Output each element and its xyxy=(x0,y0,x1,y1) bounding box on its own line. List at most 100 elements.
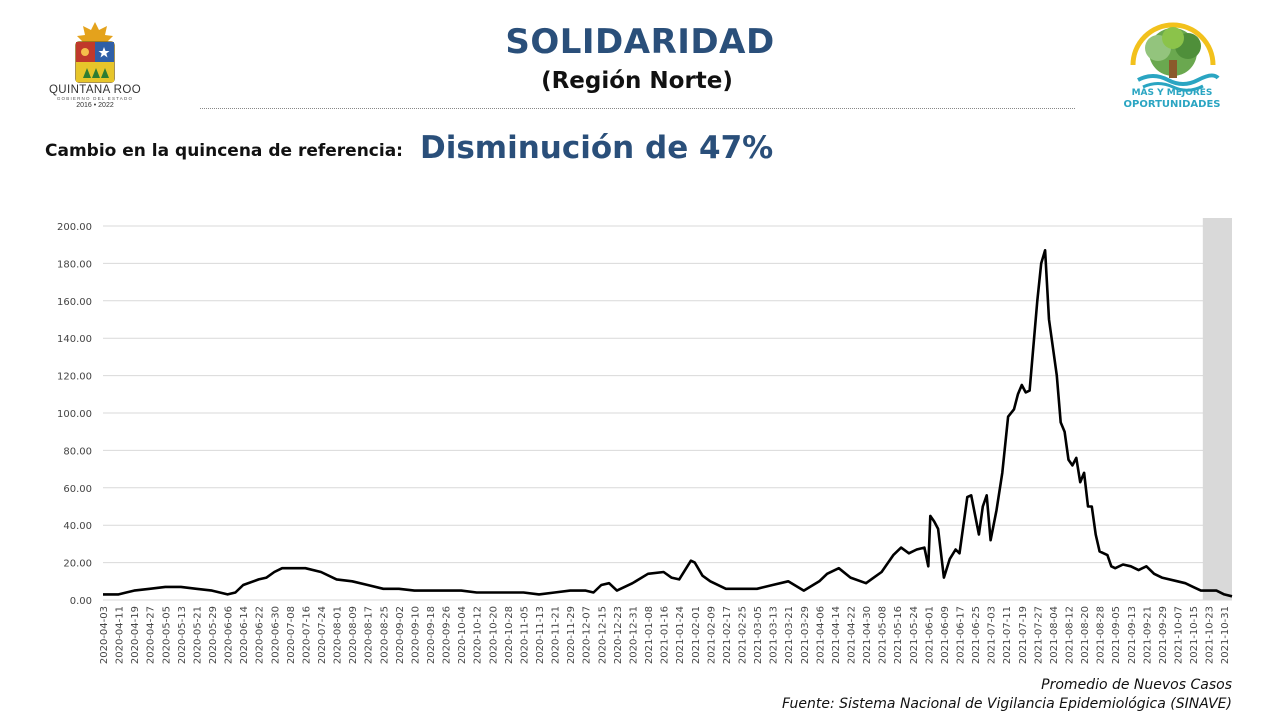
shaded-period xyxy=(1202,218,1232,600)
x-tick-label: 2021-06-09 xyxy=(940,606,951,664)
x-tick-label: 2020-05-21 xyxy=(192,606,203,664)
x-tick-label: 2021-10-07 xyxy=(1173,606,1184,664)
x-tick-label: 2021-09-29 xyxy=(1158,606,1169,664)
x-tick-label: 2020-10-12 xyxy=(473,606,484,664)
x-tick-label: 2020-12-07 xyxy=(582,606,593,664)
x-tick-label: 2021-01-16 xyxy=(660,606,671,664)
x-tick-label: 2021-10-15 xyxy=(1189,606,1200,664)
x-tick-label: 2020-07-24 xyxy=(317,606,328,664)
x-tick-label: 2021-05-08 xyxy=(878,606,889,664)
x-tick-label: 2020-11-21 xyxy=(551,606,562,664)
source-note: Fuente: Sistema Nacional de Vigilancia E… xyxy=(782,696,1232,712)
x-tick-label: 2020-07-08 xyxy=(286,606,297,664)
x-tick-label: 2021-09-13 xyxy=(1127,606,1138,664)
reference-value: Disminución de 47% xyxy=(420,130,774,166)
page-subtitle: (Región Norte) xyxy=(541,68,733,94)
x-tick-label: 2020-09-10 xyxy=(410,606,421,664)
series-line xyxy=(103,249,1233,598)
x-tick-label: 2020-09-18 xyxy=(426,606,437,664)
x-tick-label: 2020-12-23 xyxy=(613,606,624,664)
x-tick-label: 2021-10-23 xyxy=(1205,606,1216,664)
x-tick-label: 2020-11-05 xyxy=(519,606,530,664)
page-title: SOLIDARIDAD xyxy=(505,22,775,62)
x-tick-label: 2021-05-24 xyxy=(909,606,920,664)
x-tick-label: 2021-02-25 xyxy=(737,606,748,664)
x-tick-label: 2021-08-20 xyxy=(1080,606,1091,664)
x-tick-label: 2021-01-08 xyxy=(644,606,655,664)
x-tick-label: 2021-07-27 xyxy=(1033,606,1044,664)
y-tick-label: 40.00 xyxy=(63,521,92,532)
x-tick-label: 2021-06-01 xyxy=(924,606,935,664)
x-tick-label: 2021-07-03 xyxy=(987,606,998,664)
slogan-line1: MÁS Y MEJORES xyxy=(1131,88,1213,98)
header-divider xyxy=(200,108,1075,109)
state-name: QUINTANA ROO xyxy=(48,84,142,96)
y-tick-label: 60.00 xyxy=(63,484,92,495)
tree-logo-icon xyxy=(1130,22,1220,92)
x-tick-label: 2020-09-26 xyxy=(442,606,453,664)
x-tick-label: 2021-06-25 xyxy=(971,606,982,664)
state-years: 2016 • 2022 xyxy=(76,102,114,109)
x-tick-label: 2021-04-22 xyxy=(846,606,857,664)
y-tick-label: 120.00 xyxy=(57,372,92,383)
x-tick-label: 2021-02-09 xyxy=(706,606,717,664)
x-tick-label: 2021-08-04 xyxy=(1049,606,1060,664)
x-tick-label: 2021-03-29 xyxy=(800,606,811,664)
y-tick-label: 180.00 xyxy=(57,259,92,270)
x-tick-label: 2021-04-14 xyxy=(831,606,842,664)
x-tick-label: 2020-10-20 xyxy=(488,606,499,664)
x-tick-label: 2021-04-06 xyxy=(815,606,826,664)
x-tick-label: 2021-03-13 xyxy=(769,606,780,664)
y-tick-label: 80.00 xyxy=(63,446,92,457)
x-tick-label: 2020-12-15 xyxy=(597,606,608,664)
x-tick-label: 2020-08-17 xyxy=(364,606,375,664)
x-tick-label: 2020-11-29 xyxy=(566,606,577,664)
x-tick-label: 2020-05-05 xyxy=(161,606,172,664)
x-tick-label: 2020-09-02 xyxy=(395,606,406,664)
reference-label: Cambio en la quincena de referencia: xyxy=(45,141,403,161)
x-tick-label: 2021-06-17 xyxy=(955,606,966,664)
x-tick-label: 2020-08-01 xyxy=(333,606,344,664)
x-tick-label: 2021-08-28 xyxy=(1096,606,1107,664)
y-tick-label: 0.00 xyxy=(70,596,92,607)
x-tick-label: 2021-03-05 xyxy=(753,606,764,664)
x-tick-label: 2021-05-16 xyxy=(893,606,904,664)
x-tick-label: 2021-07-19 xyxy=(1018,606,1029,664)
x-tick-label: 2020-11-13 xyxy=(535,606,546,664)
x-tick-label: 2021-02-17 xyxy=(722,606,733,664)
y-tick-label: 160.00 xyxy=(57,297,92,308)
x-tick-label: 2021-03-21 xyxy=(784,606,795,664)
x-tick-label: 2021-10-31 xyxy=(1220,606,1231,664)
y-tick-label: 200.00 xyxy=(57,222,92,233)
series-label: Promedio de Nuevos Casos xyxy=(1041,677,1232,693)
x-tick-label: 2020-08-25 xyxy=(379,606,390,664)
x-tick-label: 2020-04-03 xyxy=(99,606,110,664)
y-tick-label: 100.00 xyxy=(57,409,92,420)
x-tick-label: 2020-06-22 xyxy=(255,606,266,664)
x-tick-label: 2021-08-12 xyxy=(1064,606,1075,664)
y-tick-label: 20.00 xyxy=(63,559,92,570)
x-tick-label: 2021-09-21 xyxy=(1142,606,1153,664)
state-tagline: GOBIERNO DEL ESTADO xyxy=(56,96,134,101)
x-tick-label: 2020-04-19 xyxy=(130,606,141,664)
x-tick-label: 2020-06-14 xyxy=(239,606,250,664)
x-tick-label: 2021-01-24 xyxy=(675,606,686,664)
x-tick-label: 2020-10-28 xyxy=(504,606,515,664)
x-tick-label: 2021-02-01 xyxy=(691,606,702,664)
x-tick-label: 2020-05-13 xyxy=(177,606,188,664)
cases-line-chart: 0.00 20.00 40.00 60.00 80.00 100.00 120.00 140.… xyxy=(57,218,1233,664)
x-tick-label: 2021-07-11 xyxy=(1002,606,1013,664)
y-tick-label: 140.00 xyxy=(57,334,92,345)
x-tick-label: 2020-08-09 xyxy=(348,606,359,664)
x-tick-label: 2020-06-06 xyxy=(224,606,235,664)
x-tick-label: 2020-04-27 xyxy=(146,606,157,664)
slogan-line2: OPORTUNIDADES xyxy=(1123,99,1221,110)
x-tick-label: 2020-04-11 xyxy=(115,606,126,664)
x-tick-label: 2021-09-05 xyxy=(1111,606,1122,664)
x-tick-label: 2021-04-30 xyxy=(862,606,873,664)
x-tick-label: 2020-05-29 xyxy=(208,606,219,664)
x-tick-label: 2020-10-04 xyxy=(457,606,468,664)
x-tick-label: 2020-06-30 xyxy=(270,606,281,664)
x-tick-label: 2020-12-31 xyxy=(628,606,639,664)
x-tick-label: 2020-07-16 xyxy=(301,606,312,664)
